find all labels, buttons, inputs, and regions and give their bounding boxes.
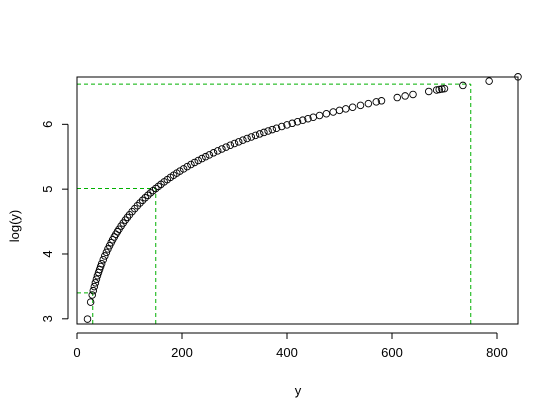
data-point — [459, 81, 467, 90]
y-tick-label: 4 — [40, 250, 55, 257]
data-point — [83, 315, 92, 323]
y-tick-label: 3 — [40, 315, 55, 322]
x-axis-title: y — [295, 383, 302, 398]
data-point — [255, 130, 264, 138]
data-point — [251, 131, 260, 140]
data-point — [194, 156, 203, 165]
data-point — [283, 121, 291, 129]
y-tick-label: 6 — [40, 121, 55, 128]
data-point — [90, 282, 99, 291]
data-point — [218, 145, 226, 153]
data-point — [102, 248, 111, 257]
x-tick-label: 0 — [73, 345, 80, 360]
data-point — [97, 259, 106, 268]
data-points — [83, 73, 522, 323]
data-point — [432, 86, 441, 94]
data-point — [356, 101, 365, 110]
data-point — [372, 98, 381, 106]
data-point — [435, 85, 444, 94]
x-tick-label: 400 — [276, 345, 298, 360]
data-point — [209, 149, 218, 157]
data-point — [88, 291, 96, 299]
data-point — [268, 125, 277, 134]
data-point — [86, 298, 95, 306]
data-point — [201, 152, 210, 161]
x-tick-label: 800 — [486, 345, 508, 360]
data-point — [99, 255, 107, 264]
data-point — [230, 139, 239, 148]
data-point — [425, 87, 433, 96]
reference-lines — [77, 83, 472, 324]
data-point — [89, 286, 98, 295]
data-point — [438, 85, 446, 93]
data-point — [222, 143, 230, 151]
x-tick-label: 200 — [171, 345, 193, 360]
y-tick-label: 5 — [40, 186, 55, 193]
data-point — [205, 151, 214, 159]
data-point — [123, 213, 132, 222]
data-point — [176, 167, 184, 175]
x-axis: 0 200 400 600 800 — [73, 332, 508, 360]
data-point — [401, 92, 409, 100]
data-point — [364, 99, 373, 108]
data-point — [348, 103, 357, 112]
data-point — [101, 252, 109, 260]
data-point — [151, 184, 160, 193]
data-point — [322, 110, 331, 118]
data-point — [264, 127, 272, 135]
data-point — [133, 201, 142, 210]
data-point — [179, 165, 188, 173]
y-axis: 3 4 5 6 — [40, 121, 69, 322]
data-point — [243, 134, 251, 143]
data-point — [226, 141, 235, 150]
data-point — [278, 122, 286, 131]
data-point — [213, 147, 222, 155]
data-point — [342, 105, 350, 113]
data-point — [272, 124, 281, 132]
data-point — [187, 160, 195, 169]
data-point — [409, 90, 417, 99]
data-point — [146, 189, 155, 197]
data-point — [92, 275, 101, 283]
data-point — [393, 93, 402, 102]
data-point — [288, 119, 297, 128]
data-point — [154, 182, 163, 191]
data-point — [247, 133, 256, 141]
data-point — [440, 84, 449, 93]
data-point — [260, 128, 268, 137]
data-point — [239, 136, 247, 144]
data-point — [136, 199, 144, 207]
data-point — [141, 193, 149, 202]
x-tick-label: 600 — [381, 345, 403, 360]
data-point — [234, 138, 243, 146]
y-axis-title: log(y) — [7, 210, 22, 243]
data-point — [149, 186, 157, 195]
data-point — [91, 279, 100, 287]
data-point — [293, 117, 302, 126]
data-point — [304, 114, 312, 123]
data-point — [485, 77, 493, 85]
plot-frame — [76, 76, 519, 325]
data-point — [144, 191, 152, 200]
data-point — [299, 116, 307, 124]
data-point — [183, 162, 191, 171]
data-point — [190, 158, 199, 167]
data-point — [377, 97, 386, 105]
data-point — [138, 196, 147, 205]
data-point — [198, 154, 206, 163]
data-point — [315, 111, 324, 120]
